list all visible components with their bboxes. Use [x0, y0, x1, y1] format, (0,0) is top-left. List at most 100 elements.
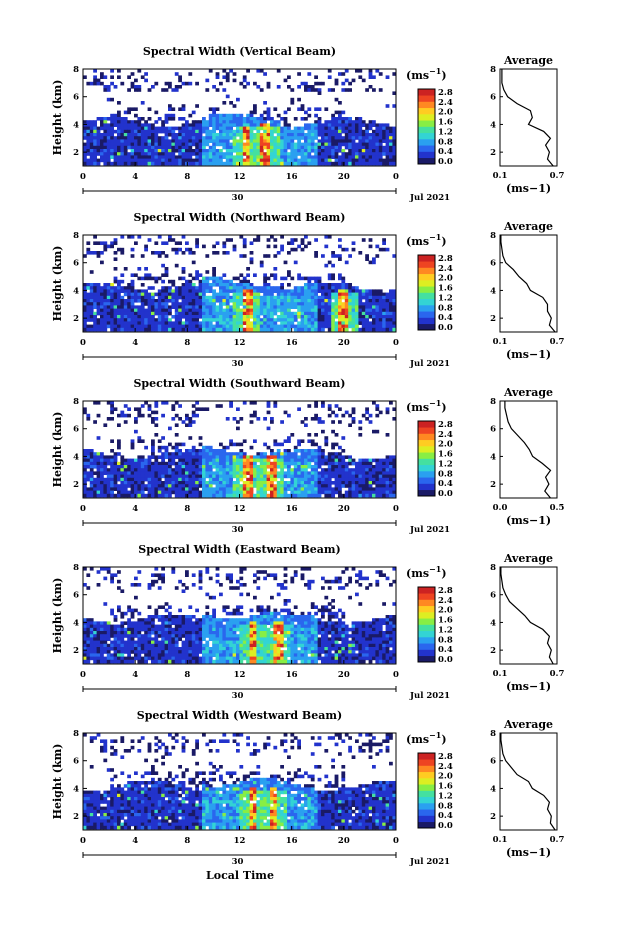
- colorbar-swatch: [418, 593, 435, 600]
- colorbar-tick-label: 0.8: [438, 801, 453, 811]
- date-day: 30: [232, 359, 244, 369]
- average-y-tick-label: 6: [490, 425, 496, 435]
- colorbar-swatch: [418, 809, 435, 816]
- average-frame: [499, 566, 558, 665]
- colorbar-tick-label: 1.6: [438, 782, 453, 792]
- average-x-label: (ms−1): [506, 846, 551, 859]
- average-y-tick-label: 8: [490, 65, 496, 75]
- colorbar-swatch: [418, 446, 435, 453]
- colorbar-swatch: [418, 649, 435, 657]
- colorbar-tick-label: 1.6: [438, 616, 453, 626]
- colorbar-swatch: [418, 286, 435, 293]
- average-y-tick-label: 2: [490, 148, 496, 158]
- date-label: Jul 2021: [409, 691, 450, 701]
- colorbar-swatch: [418, 765, 435, 773]
- average-y-tick-label: 8: [490, 729, 496, 739]
- colorbar-swatch: [418, 489, 435, 497]
- x-tick-label: 20: [338, 504, 350, 514]
- colorbar-tick-label: 0.8: [438, 137, 453, 147]
- panel-title: Spectral Width (Vertical Beam): [143, 45, 336, 58]
- colorbar-swatch: [418, 759, 435, 766]
- colorbar-tick-label: 2.8: [438, 586, 453, 596]
- y-tick-label: 4: [73, 286, 79, 296]
- colorbar-swatch: [418, 790, 435, 798]
- heatmap-cells: [83, 567, 397, 664]
- x-tick-label: 0: [393, 504, 399, 514]
- colorbar-swatch: [418, 95, 435, 102]
- colorbar-tick-label: 0.4: [438, 811, 453, 821]
- colorbar-tick-label: 2.4: [438, 762, 453, 772]
- colorbar-tick-label: 1.2: [438, 293, 453, 303]
- x-tick-label: 0: [393, 338, 399, 348]
- x-tick-label: 4: [132, 670, 138, 680]
- average-x-label: (ms−1): [506, 680, 551, 693]
- colorbar-swatch: [418, 317, 435, 325]
- y-tick-label: 2: [73, 314, 79, 324]
- average-y-tick-label: 4: [490, 784, 496, 794]
- colorbar-tick-label: 0.8: [438, 303, 453, 313]
- x-tick-label: 8: [184, 670, 190, 680]
- colorbar-swatch: [418, 821, 435, 829]
- colorbar-swatch: [418, 114, 435, 121]
- x-tick-label: 12: [234, 172, 246, 182]
- y-tick-label: 2: [73, 480, 79, 490]
- colorbar-swatch: [418, 624, 435, 632]
- colorbar-swatch: [418, 255, 435, 262]
- average-frame: [499, 732, 558, 831]
- y-axis-label: Height (km): [51, 246, 64, 322]
- colorbar-swatch: [418, 483, 435, 491]
- x-tick-label: 16: [286, 172, 298, 182]
- x-tick-label: 4: [132, 338, 138, 348]
- x-tick-label: 16: [286, 836, 298, 846]
- colorbar-unit: (ms−1): [406, 730, 447, 746]
- x-axis-label: Local Time: [206, 869, 274, 882]
- average-x-tick-label: 0.7: [550, 835, 565, 845]
- x-tick-label: 0: [80, 338, 86, 348]
- colorbar-tick-label: 2.0: [438, 606, 453, 616]
- x-tick-label: 0: [393, 836, 399, 846]
- average-x-tick-label: 0.1: [493, 171, 508, 181]
- x-tick-label: 0: [80, 504, 86, 514]
- date-day: 30: [232, 525, 244, 535]
- panel-3: Spectral Width (Southward Beam) 8 6 4 2 Heigh…: [51, 377, 564, 535]
- average-y-tick-label: 2: [490, 646, 496, 656]
- average-profile-line: [500, 733, 556, 831]
- colorbar-swatch: [418, 280, 435, 287]
- panel-title: Spectral Width (Southward Beam): [133, 377, 345, 390]
- colorbar-tick-label: 2.4: [438, 596, 453, 606]
- colorbar-swatch: [418, 753, 435, 760]
- x-tick-label: 4: [132, 504, 138, 514]
- y-axis-label: Height (km): [51, 412, 64, 488]
- average-y-tick-label: 4: [490, 618, 496, 628]
- colorbar-swatch: [418, 305, 435, 312]
- colorbar-tick-label: 2.0: [438, 108, 453, 118]
- x-tick-label: 12: [234, 836, 246, 846]
- colorbar-frame: [417, 586, 436, 663]
- average-y-tick-label: 2: [490, 314, 496, 324]
- colorbar-tick-label: 0.4: [438, 147, 453, 157]
- average-x-label: (ms−1): [506, 348, 551, 361]
- average-x-tick-label: 0.1: [493, 669, 508, 679]
- colorbar-tick-label: 2.4: [438, 98, 453, 108]
- colorbar-tick-label: 1.6: [438, 118, 453, 128]
- colorbar-tick-label: 0.4: [438, 313, 453, 323]
- date-label: Jul 2021: [409, 359, 450, 369]
- average-x-tick-label: 0.7: [550, 337, 565, 347]
- average-profile-line: [500, 567, 554, 665]
- colorbar-swatch: [418, 643, 435, 650]
- colorbar-swatch: [418, 796, 435, 804]
- x-tick-label: 12: [234, 504, 246, 514]
- y-tick-label: 2: [73, 812, 79, 822]
- colorbar-unit: (ms−1): [406, 66, 447, 82]
- average-x-label: (ms−1): [506, 182, 551, 195]
- average-frame: [499, 234, 558, 333]
- colorbar-swatch: [418, 771, 435, 779]
- colorbar-swatch: [418, 587, 435, 594]
- colorbar-frame: [417, 254, 436, 331]
- average-y-tick-label: 4: [490, 286, 496, 296]
- colorbar-swatch: [418, 267, 435, 275]
- x-tick-label: 20: [338, 836, 350, 846]
- y-axis-label: Height (km): [51, 578, 64, 654]
- colorbar-tick-label: 1.2: [438, 459, 453, 469]
